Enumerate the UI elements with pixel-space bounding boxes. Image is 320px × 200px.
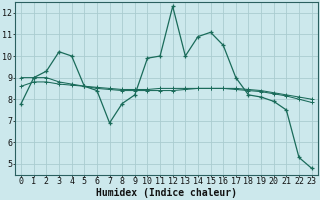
X-axis label: Humidex (Indice chaleur): Humidex (Indice chaleur) <box>96 188 237 198</box>
